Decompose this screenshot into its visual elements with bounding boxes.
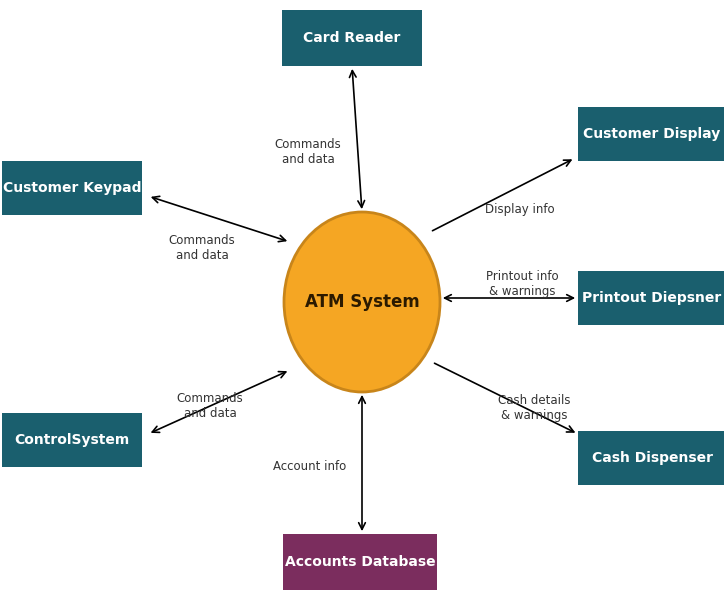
FancyBboxPatch shape — [578, 431, 724, 485]
FancyBboxPatch shape — [2, 161, 142, 215]
FancyBboxPatch shape — [283, 534, 437, 590]
Text: Customer Keypad: Customer Keypad — [3, 181, 141, 195]
Text: Printout info
& warnings: Printout info & warnings — [486, 270, 558, 298]
Text: ATM System: ATM System — [305, 293, 419, 311]
FancyBboxPatch shape — [578, 107, 724, 161]
Text: Cash Dispenser: Cash Dispenser — [592, 451, 712, 465]
Text: Cash details
& warnings: Cash details & warnings — [498, 394, 571, 422]
Text: ControlSystem: ControlSystem — [14, 433, 130, 447]
FancyBboxPatch shape — [578, 271, 724, 325]
Text: Customer Display: Customer Display — [584, 127, 720, 141]
Text: Commands
and data: Commands and data — [274, 138, 342, 166]
Text: Display info: Display info — [485, 204, 555, 216]
Text: Account info: Account info — [274, 460, 347, 472]
Text: Printout Diepsner: Printout Diepsner — [582, 291, 722, 305]
Text: Commands
and data: Commands and data — [169, 234, 235, 262]
Text: Accounts Database: Accounts Database — [285, 555, 435, 569]
FancyBboxPatch shape — [2, 413, 142, 467]
Ellipse shape — [284, 212, 440, 392]
FancyBboxPatch shape — [282, 10, 422, 66]
Text: Card Reader: Card Reader — [303, 31, 400, 45]
Text: Commands
and data: Commands and data — [177, 392, 243, 420]
